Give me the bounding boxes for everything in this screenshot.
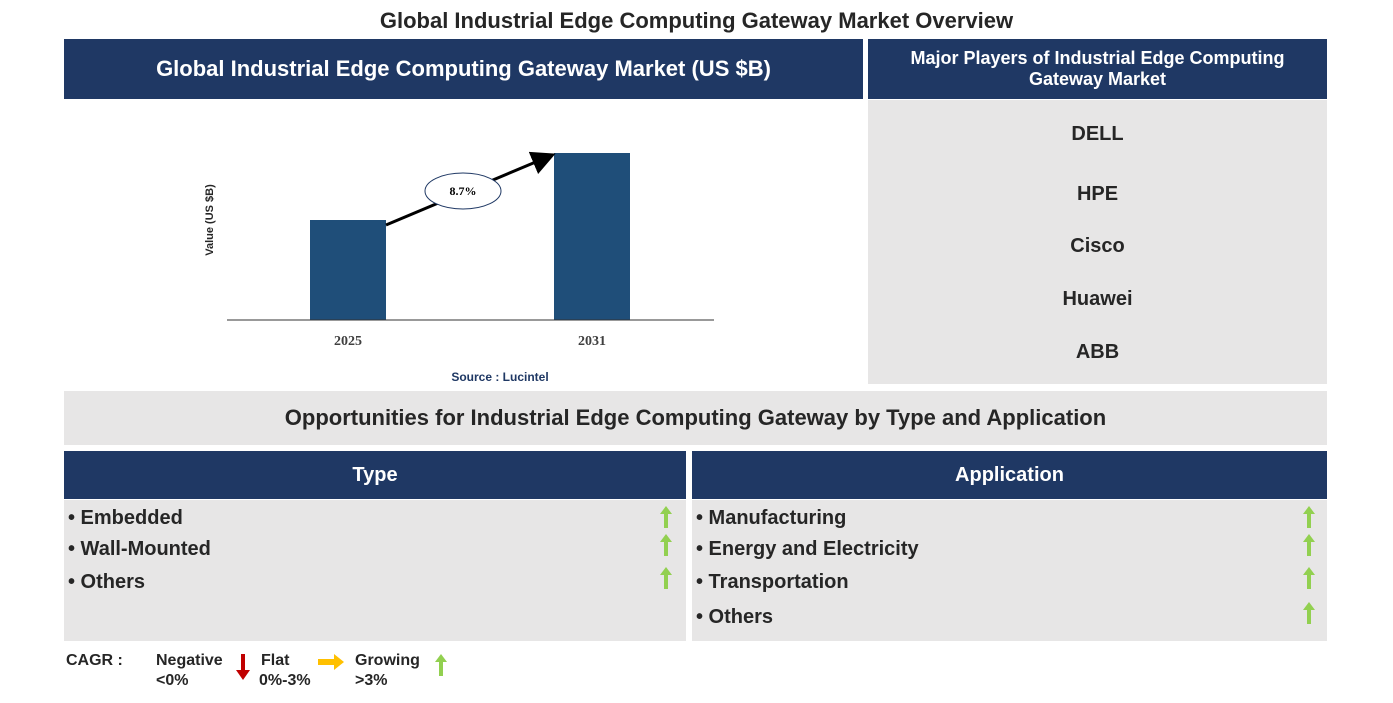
source: Source : Lucintel <box>451 370 548 384</box>
application-item: • Manufacturing <box>696 507 847 529</box>
application-item: • Energy and Electricity <box>696 538 919 560</box>
flat-arrow <box>318 654 344 670</box>
cagr-bubble <box>424 172 502 210</box>
application-header: Application <box>692 451 1327 499</box>
legend-negative: Negative <box>156 652 223 669</box>
player: Huawei <box>1062 288 1133 310</box>
player: Cisco <box>1070 235 1125 257</box>
type-panel <box>64 500 686 641</box>
opportunities-title: Opportunities for Industrial Edge Comput… <box>64 391 1327 445</box>
player: DELL <box>1071 123 1124 145</box>
application-item: • Others <box>696 606 774 628</box>
legend-flat-range: 0%-3% <box>259 672 311 689</box>
x-tick-label: 2031 <box>578 334 606 349</box>
application-panel <box>692 500 1327 641</box>
cagr-label: 8.7% <box>450 184 477 198</box>
type-item: • Others <box>68 571 146 593</box>
negative-arrow <box>236 654 250 680</box>
legend-growing: Growing <box>355 652 420 669</box>
application-item: • Transportation <box>696 571 849 593</box>
type-item: • Wall-Mounted <box>68 538 211 560</box>
legend-growing-range: >3% <box>355 672 388 689</box>
type-item: • Embedded <box>68 507 183 529</box>
market-chart: 8.7% Value (US $B) 2025 2031 Source : Lu… <box>204 151 714 384</box>
legend-label: CAGR : <box>66 652 123 669</box>
legend-negative-range: <0% <box>156 672 189 689</box>
x-tick-label: 2025 <box>334 334 362 349</box>
growing-arrow <box>435 654 447 676</box>
players-title: Major Players of Industrial Edge Computi… <box>868 39 1327 99</box>
page-title: Global Industrial Edge Computing Gateway… <box>379 8 1014 33</box>
legend-flat: Flat <box>261 652 290 669</box>
players-panel <box>868 100 1327 384</box>
bar <box>310 220 386 320</box>
bar <box>554 153 630 320</box>
y-axis-label: Value (US $B) <box>204 184 216 256</box>
type-header: Type <box>64 451 686 499</box>
chart-title: Global Industrial Edge Computing Gateway… <box>64 39 863 99</box>
player: HPE <box>1076 183 1119 205</box>
player: ABB <box>1075 341 1120 363</box>
